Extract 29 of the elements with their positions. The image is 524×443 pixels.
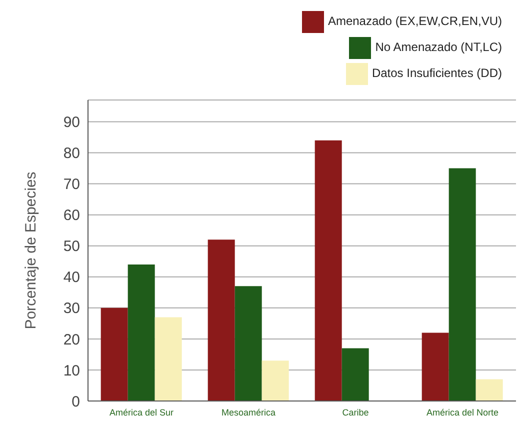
bar xyxy=(234,286,262,401)
legend-label: Amenazado (EX,EW,CR,EN,VU) xyxy=(328,14,502,28)
x-tick-label: Caribe xyxy=(342,407,369,418)
bar xyxy=(448,168,476,401)
bar xyxy=(100,308,128,401)
bar xyxy=(154,317,182,401)
y-axis-title: Porcentaje de Especies xyxy=(22,172,40,330)
x-tick-label: América del Sur xyxy=(109,407,174,418)
y-tick-label: 50 xyxy=(63,238,80,256)
y-tick-label: 10 xyxy=(63,362,80,380)
bar xyxy=(128,264,155,401)
x-tick-label: Mesoamérica xyxy=(221,407,276,418)
y-tick-label: 60 xyxy=(63,207,80,224)
bar xyxy=(262,360,289,401)
bar xyxy=(422,332,449,401)
y-tick-label: 0 xyxy=(72,393,80,410)
bar xyxy=(476,379,503,401)
y-tick-label: 40 xyxy=(63,269,80,286)
legend-label: No Amenazado (NT,LC) xyxy=(375,40,502,54)
y-tick-label: 20 xyxy=(63,331,80,348)
y-tick-label: 30 xyxy=(63,300,80,318)
y-tick-label: 70 xyxy=(63,176,80,194)
bar xyxy=(208,240,235,401)
bar xyxy=(314,140,342,401)
bar xyxy=(342,348,369,401)
legend-label: Datos Insuficientes (DD) xyxy=(372,66,502,80)
y-tick-label: 80 xyxy=(63,145,80,162)
y-tick-label: 90 xyxy=(63,114,80,132)
x-tick-label: América del Norte xyxy=(426,407,499,418)
